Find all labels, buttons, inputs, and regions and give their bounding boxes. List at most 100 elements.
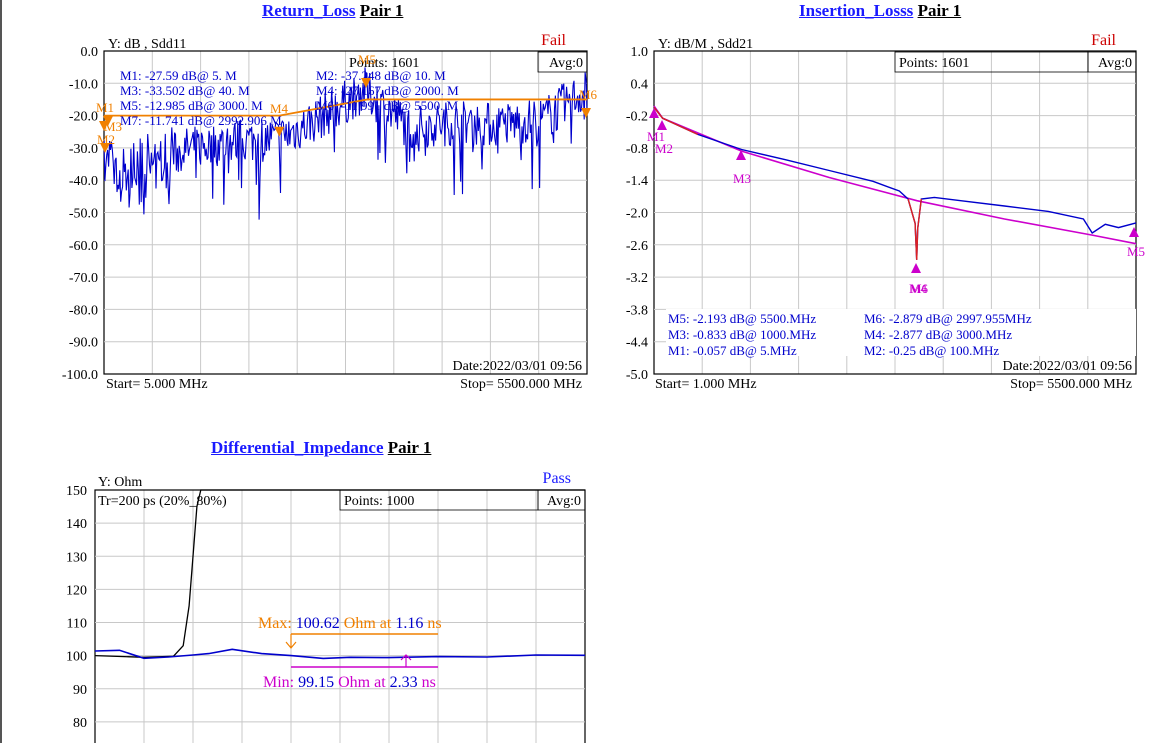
rl-marker-label: M4 — [270, 101, 289, 116]
il-ytick-label: -2.6 — [626, 239, 648, 254]
rl-marker-label: M2 — [97, 132, 115, 147]
rl-sdd11-trace — [103, 67, 588, 220]
il-marker-label: M3 — [733, 171, 751, 186]
z-max-arrow — [285, 634, 297, 649]
z-max-part: Max: — [258, 615, 292, 632]
rl-start: Start= 5.000 MHz — [106, 377, 208, 392]
il-marker-label: M6 — [910, 281, 929, 296]
rl-marker-m2 — [100, 143, 110, 153]
z-min-arrow — [400, 654, 412, 667]
il-marker-readout: M6: -2.879 dB@ 2997.955MHz — [864, 311, 1032, 326]
insertion-loss-title: Insertion_Losss Pair 1 — [799, 1, 962, 20]
il-trace-dip-fail — [907, 198, 922, 260]
il-avg: Avg:0 — [1098, 56, 1132, 71]
il-ytick-label: -0.2 — [626, 110, 648, 125]
rl-ytick-label: -60.0 — [69, 239, 98, 254]
rl-ytick-label: -70.0 — [69, 271, 98, 286]
z-ytick-label: 110 — [67, 617, 87, 632]
z-ytick-label: 150 — [66, 484, 87, 499]
z-ytick-label: 130 — [66, 550, 87, 565]
rl-marker-m5 — [361, 78, 371, 88]
il-marker-readout: M2: -0.25 dB@ 100.MHz — [864, 343, 999, 358]
rl-marker-m3 — [103, 116, 113, 126]
rl-marker-m6 — [581, 108, 591, 118]
il-ytick-label: -2.0 — [626, 207, 648, 222]
rl-ytick-label: -30.0 — [69, 142, 98, 157]
impedance-title: Differential_Impedance Pair 1 — [211, 438, 432, 457]
il-points: Points: 1601 — [899, 56, 969, 71]
z-ytick-label: 120 — [66, 583, 87, 598]
il-start: Start= 1.000 MHz — [655, 377, 757, 392]
window-edge — [0, 0, 2, 743]
il-marker-label: M1 — [647, 129, 665, 144]
rl-ytick-label: -100.0 — [62, 368, 98, 383]
il-ytick-label: -3.2 — [626, 271, 648, 286]
rl-ytick-label: 0.0 — [81, 45, 99, 60]
z-ytick-label: 90 — [73, 683, 87, 698]
z-ytick-label: 80 — [73, 716, 87, 731]
z-points: Points: 1000 — [344, 494, 414, 509]
il-stop: Stop= 5500.000 MHz — [1010, 377, 1132, 392]
z-status: Pass — [543, 470, 571, 487]
rl-marker-readout: M4: -27.167 dB@ 2000. M — [316, 83, 459, 98]
rl-y-header: Y: dB , Sdd11 — [108, 37, 186, 52]
z-tr-label: Tr=200 ps (20%_80%) — [98, 494, 227, 509]
il-marker-label: M2 — [655, 141, 673, 156]
il-marker-label: M4 — [909, 281, 928, 296]
il-marker-label: M5 — [1127, 244, 1145, 259]
rl-ytick-label: -20.0 — [69, 110, 98, 125]
rl-status: Fail — [541, 32, 566, 49]
rl-date: Date:2022/03/01 09:56 — [453, 359, 583, 374]
il-marker-m1 — [649, 108, 659, 118]
rl-marker-readout: M7: -11.741 dB@ 2992.906 M — [120, 113, 282, 128]
z-avg: Avg:0 — [547, 494, 581, 509]
rl-marker-readout: M6: -11.991 dB@ 5500. M — [316, 98, 459, 113]
il-marker-m2 — [657, 120, 667, 130]
il-marker-m4 — [911, 263, 921, 273]
il-marker-readout: M1: -0.057 dB@ 5.MHz — [668, 343, 797, 358]
z-max-part: 1.16 — [395, 615, 423, 632]
il-marker-m3 — [736, 150, 746, 160]
il-readout-box — [666, 309, 1136, 356]
il-marker-readout: M3: -0.833 dB@ 1000.MHz — [668, 327, 816, 342]
z-step-trace — [94, 489, 585, 658]
rl-stop: Stop= 5500.000 MHz — [460, 377, 582, 392]
z-impedance-trace — [94, 648, 586, 660]
il-trace-start-fail — [653, 107, 698, 136]
rl-marker-label: M3 — [104, 119, 122, 134]
rl-avg: Avg:0 — [549, 56, 583, 71]
il-ytick-label: 0.4 — [631, 77, 649, 92]
z-y-header: Y: Ohm — [98, 475, 142, 490]
il-ytick-label: 1.0 — [631, 45, 649, 60]
rl-ytick-label: -80.0 — [69, 303, 98, 318]
rl-marker-m4 — [274, 126, 285, 137]
rl-marker-label: M5 — [358, 52, 376, 67]
z-ytick-label: 100 — [66, 650, 87, 665]
il-ytick-label: -4.4 — [626, 336, 648, 351]
rl-limit-line — [104, 98, 587, 117]
rl-ytick-label: -50.0 — [69, 207, 98, 222]
il-y-header: Y: dB/M , Sdd21 — [658, 37, 753, 52]
rl-ytick-label: -10.0 — [69, 77, 98, 92]
rl-avg-box — [537, 51, 588, 73]
z-min-part: 99.15 — [294, 674, 334, 691]
rl-ytick-label: -40.0 — [69, 174, 98, 189]
il-marker-readout: M5: -2.193 dB@ 5500.MHz — [668, 311, 816, 326]
il-points-box — [894, 51, 1089, 73]
rl-marker-label: M1 — [96, 100, 114, 115]
z-max-part: 100.62 — [292, 615, 340, 632]
z-min-part: Min: — [263, 674, 294, 691]
rl-marker-readout: M1: -27.59 dB@ 5. M — [120, 68, 237, 83]
il-date: Date:2022/03/01 09:56 — [1003, 359, 1133, 374]
il-ytick-label: -1.4 — [626, 174, 648, 189]
rl-ytick-label: -90.0 — [69, 336, 98, 351]
rl-marker-readout: M5: -12.985 dB@ 3000. M — [120, 98, 263, 113]
z-max-part: Ohm at — [340, 615, 396, 632]
il-status: Fail — [1091, 32, 1116, 49]
il-ytick-label: -5.0 — [626, 368, 648, 383]
il-ytick-label: -3.8 — [626, 303, 648, 318]
z-max-part: ns — [423, 615, 441, 632]
return-loss-title: Return_Loss Pair 1 — [262, 1, 404, 20]
